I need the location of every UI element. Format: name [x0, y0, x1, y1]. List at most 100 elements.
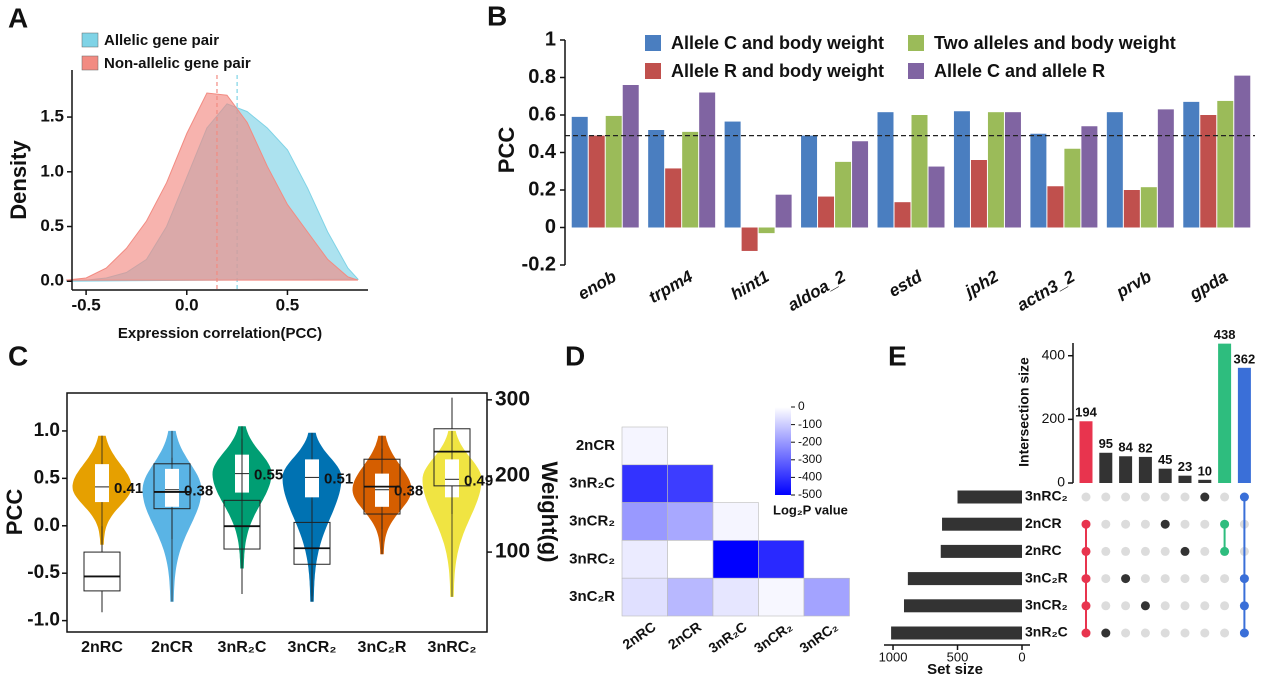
x-tick-label: 0	[1018, 649, 1025, 664]
set-label: 2nCR	[1025, 515, 1062, 531]
y2-tick-label: 200	[495, 464, 530, 487]
x-tick-label: trpm4	[646, 267, 697, 307]
colorbar-tick-label: 0	[798, 399, 805, 413]
weight-box	[223, 499, 261, 550]
heatmap-cell	[712, 577, 759, 617]
panel-label: A	[8, 2, 28, 33]
intersection-bar	[1119, 456, 1133, 483]
bar	[1106, 112, 1123, 228]
bar	[1123, 190, 1140, 228]
matrix-dot	[1220, 492, 1230, 502]
row-label: 3nR₂C	[569, 475, 615, 492]
x-tick-label: 1000	[879, 649, 908, 664]
y-tick-label: 0.0	[40, 271, 64, 290]
panel-label: C	[8, 340, 28, 371]
median-label: 0.51	[324, 470, 353, 487]
bar	[648, 130, 665, 228]
bar	[911, 115, 928, 228]
x-tick-label: 2nCR	[151, 639, 193, 656]
matrix-dot-active	[1081, 574, 1091, 584]
bar	[1004, 112, 1021, 228]
legend-swatch	[81, 32, 99, 48]
bar	[1157, 109, 1174, 228]
y-tick-label: 0.5	[40, 216, 64, 235]
matrix-dot	[1180, 574, 1190, 584]
matrix-dot	[1140, 546, 1150, 556]
matrix-dot	[1101, 492, 1111, 502]
heatmap-cell	[667, 540, 714, 579]
x-tick-label: 2nRC	[81, 639, 123, 656]
matrix-dot-active	[1121, 574, 1131, 584]
colorbar-tick-label: -100	[798, 417, 822, 431]
bar	[1030, 133, 1047, 228]
bar	[588, 135, 605, 228]
panel-label: B	[487, 0, 507, 31]
y-tick-label: 400	[1042, 346, 1066, 362]
bar	[987, 112, 1004, 228]
bar	[894, 202, 911, 228]
y-tick-label: 0.5	[34, 467, 61, 488]
panel-label: E	[888, 340, 907, 371]
bar-label: 194	[1075, 405, 1097, 420]
y-tick-label: 0.4	[528, 141, 557, 163]
row-label: 2nCR	[576, 437, 615, 454]
x-tick-label: 3nRC₂	[428, 639, 477, 656]
bar	[1140, 187, 1157, 228]
matrix-dot	[1121, 628, 1131, 638]
heatmap-cell	[667, 577, 714, 617]
matrix-dot	[1121, 546, 1131, 556]
column-label: 3nCR₂	[751, 618, 795, 656]
legend-swatch	[908, 35, 924, 51]
colorbar-tick-label: -400	[798, 470, 822, 484]
intersection-bar	[1178, 475, 1192, 483]
set-size-bar	[942, 517, 1022, 531]
x-tick-label: estd	[885, 267, 925, 301]
heatmap-cell	[621, 577, 668, 617]
x-tick-label: prvb	[1112, 267, 1154, 302]
y2-axis-label: Weight(g)	[537, 461, 562, 562]
row-label: 3nCR₂	[569, 512, 615, 529]
bar	[928, 166, 945, 228]
matrix-dot	[1140, 492, 1150, 502]
matrix-dot	[1160, 492, 1170, 502]
x-tick-label: gpda	[1185, 267, 1231, 304]
bar	[758, 227, 775, 234]
y-tick-label: 0.0	[34, 515, 60, 536]
pcc-box	[95, 464, 109, 503]
x-tick-label: aldoa_2	[784, 267, 849, 315]
set-label: 2nRC	[1025, 542, 1062, 558]
set-size-bar	[907, 572, 1022, 586]
heatmap-cell	[621, 426, 668, 466]
matrix-dot	[1160, 574, 1170, 584]
y-tick-label: 1.5	[40, 107, 64, 126]
bar	[571, 116, 588, 228]
matrix-dot-active	[1081, 546, 1091, 556]
matrix-dot-active	[1200, 492, 1210, 502]
matrix-dot	[1200, 628, 1210, 638]
x-tick-label: hint1	[728, 267, 773, 304]
x-tick-label: 3nCR₂	[288, 639, 337, 656]
y-tick-label: 0.6	[528, 103, 556, 125]
x-tick-label: 3nC₂R	[358, 639, 407, 656]
legend-label: Two alleles and body weight	[934, 33, 1176, 53]
matrix-dot	[1180, 519, 1190, 529]
column-label: 3nRC₂	[796, 618, 840, 656]
matrix-dot-active	[1220, 546, 1230, 556]
y-axis-label: PCC	[2, 489, 27, 536]
legend-label: Allele R and body weight	[671, 61, 884, 81]
colorbar-tick-label: -500	[798, 487, 822, 501]
legend-label: Allele C and allele R	[934, 61, 1105, 81]
legend-swatch	[645, 63, 661, 79]
matrix-dot	[1180, 628, 1190, 638]
weight-box	[293, 521, 331, 565]
colorbar	[775, 407, 791, 495]
set-size-bar	[957, 490, 1022, 504]
colorbar-tick-label: -200	[798, 434, 822, 448]
set-label: 3nC₂R	[1025, 569, 1068, 585]
matrix-dot-active	[1081, 628, 1091, 638]
bar-label: 82	[1138, 440, 1152, 455]
y-axis-label: Intersection size	[1016, 357, 1032, 467]
matrix-dot-active	[1239, 492, 1249, 502]
median-label: 0.38	[184, 483, 213, 500]
